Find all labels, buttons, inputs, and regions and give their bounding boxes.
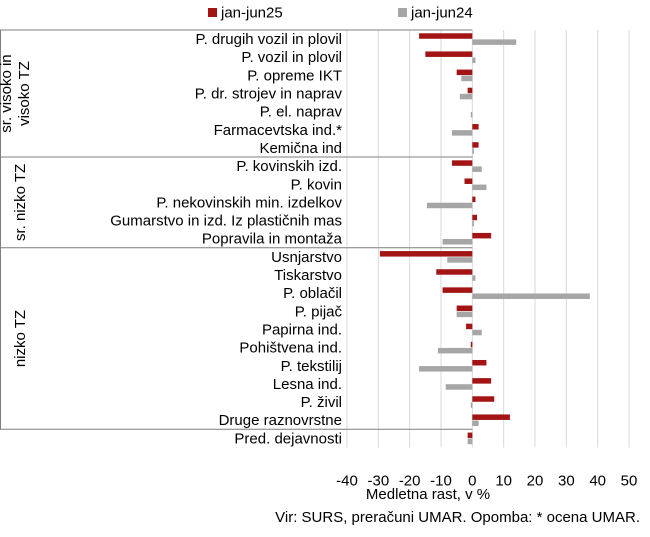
bar-jan-jun25 <box>468 88 473 94</box>
category-label: P. živil <box>301 394 342 411</box>
category-label: P. el. naprav <box>260 104 343 121</box>
category-label: P. kovin <box>291 176 342 193</box>
bar-jan-jun25 <box>472 414 510 420</box>
bar-jan-jun25 <box>471 342 473 348</box>
bar-jan-jun24 <box>472 166 481 172</box>
x-tick-label: 40 <box>589 472 606 489</box>
bar-layer <box>380 33 590 444</box>
bar-jan-jun24 <box>471 402 473 408</box>
category-label: Pred. dejavnosti <box>234 430 342 447</box>
bar-jan-jun24 <box>468 439 473 445</box>
bar-jan-jun24 <box>461 76 472 82</box>
bar-jan-jun25 <box>472 233 491 239</box>
bar-jan-jun24 <box>457 312 473 318</box>
bar-jan-jun24 <box>443 239 473 245</box>
category-label: P. nekovinskih min. izdelkov <box>156 194 342 211</box>
legend-swatch <box>208 8 217 17</box>
bar-jan-jun25 <box>466 324 472 330</box>
category-label: Pohištvena ind. <box>239 340 342 357</box>
bar-jan-jun25 <box>472 215 477 221</box>
x-tick-label: 50 <box>621 472 638 489</box>
bar-jan-jun25 <box>452 160 472 166</box>
bar-jan-jun25 <box>425 51 472 57</box>
category-label: Druge raznovrstne <box>219 412 342 429</box>
category-label: Kemična ind <box>259 140 342 157</box>
bar-jan-jun25 <box>465 178 473 184</box>
x-tick-label: 10 <box>495 472 512 489</box>
bar-jan-jun25 <box>472 378 491 384</box>
bar-jan-jun25 <box>472 197 475 203</box>
category-label: Usnjarstvo <box>271 249 342 266</box>
bar-jan-jun25 <box>457 70 473 76</box>
x-tick-label: -40 <box>336 472 358 489</box>
bar-jan-jun24 <box>447 257 472 263</box>
bar-jan-jun24 <box>472 293 590 299</box>
category-label: P. vozil in plovil <box>241 49 342 66</box>
bar-jan-jun25 <box>468 433 473 439</box>
category-label: P. dr. strojev in naprav <box>195 86 343 103</box>
legend-swatch <box>398 8 407 17</box>
bar-jan-jun24 <box>472 330 481 336</box>
bar-jan-jun24 <box>472 185 486 191</box>
bar-jan-jun24 <box>460 94 473 100</box>
group-label: nizko TZ <box>12 310 29 367</box>
category-label: Popravila in montaža <box>202 231 343 248</box>
group-label: sr. nizko TZ <box>12 164 29 241</box>
legend: jan-jun25 jan-jun24 <box>208 5 473 22</box>
bar-jan-jun25 <box>443 287 473 293</box>
bar-jan-jun25 <box>472 142 478 148</box>
category-label: Papirna ind. <box>262 321 342 338</box>
bar-jan-jun25 <box>472 360 486 366</box>
category-label: P. drugih vozil in plovil <box>196 31 342 48</box>
bar-jan-jun24 <box>419 366 472 372</box>
grid-layer <box>347 30 629 447</box>
bar-jan-jun25 <box>472 396 494 402</box>
bar-jan-jun25 <box>457 306 473 312</box>
category-label: P. kovinskih izd. <box>236 158 342 175</box>
bar-jan-jun25 <box>472 124 478 129</box>
group-label: sr. visoko invisoko TZ <box>0 54 33 132</box>
bar-jan-jun24 <box>472 275 475 281</box>
source-note: Vir: SURS, preračuni UMAR. Opomba: * oce… <box>275 509 640 526</box>
category-label: Gumarstvo in izd. Iz plastičnih mas <box>110 213 342 230</box>
bar-jan-jun24 <box>427 203 472 209</box>
x-tick-label: 20 <box>527 472 544 489</box>
bar-jan-jun24 <box>472 58 475 64</box>
x-axis-title: Medletna rast, v % <box>366 486 490 503</box>
group-labels: sr. visoko invisoko TZ sr. nizko TZ nizko … <box>0 54 33 367</box>
bar-jan-jun25 <box>436 269 472 275</box>
bar-jan-jun24 <box>472 39 516 45</box>
bar-jan-jun24 <box>438 348 472 354</box>
x-tick-label: 30 <box>558 472 575 489</box>
bar-jan-jun24 <box>472 221 474 227</box>
category-label: P. oblačil <box>283 285 342 302</box>
category-label: Farmacevtska ind.* <box>214 122 343 139</box>
category-label: P. tekstilij <box>281 358 342 375</box>
bar-jan-jun24 <box>452 130 472 136</box>
category-label: P. opreme IKT <box>247 67 342 84</box>
bar-jan-jun24 <box>471 112 473 118</box>
legend-label: jan-jun25 <box>220 5 283 22</box>
category-label: Tiskarstvo <box>274 267 342 284</box>
bar-jan-jun24 <box>472 421 478 427</box>
category-label: Lesna ind. <box>273 376 342 393</box>
bar-jan-jun25 <box>380 251 472 257</box>
legend-label: jan-jun24 <box>410 5 473 22</box>
category-label: P. pijač <box>295 303 343 320</box>
bar-jan-jun24 <box>446 384 473 390</box>
bar-jan-jun24 <box>472 148 474 154</box>
bar-jan-jun25 <box>419 33 472 39</box>
